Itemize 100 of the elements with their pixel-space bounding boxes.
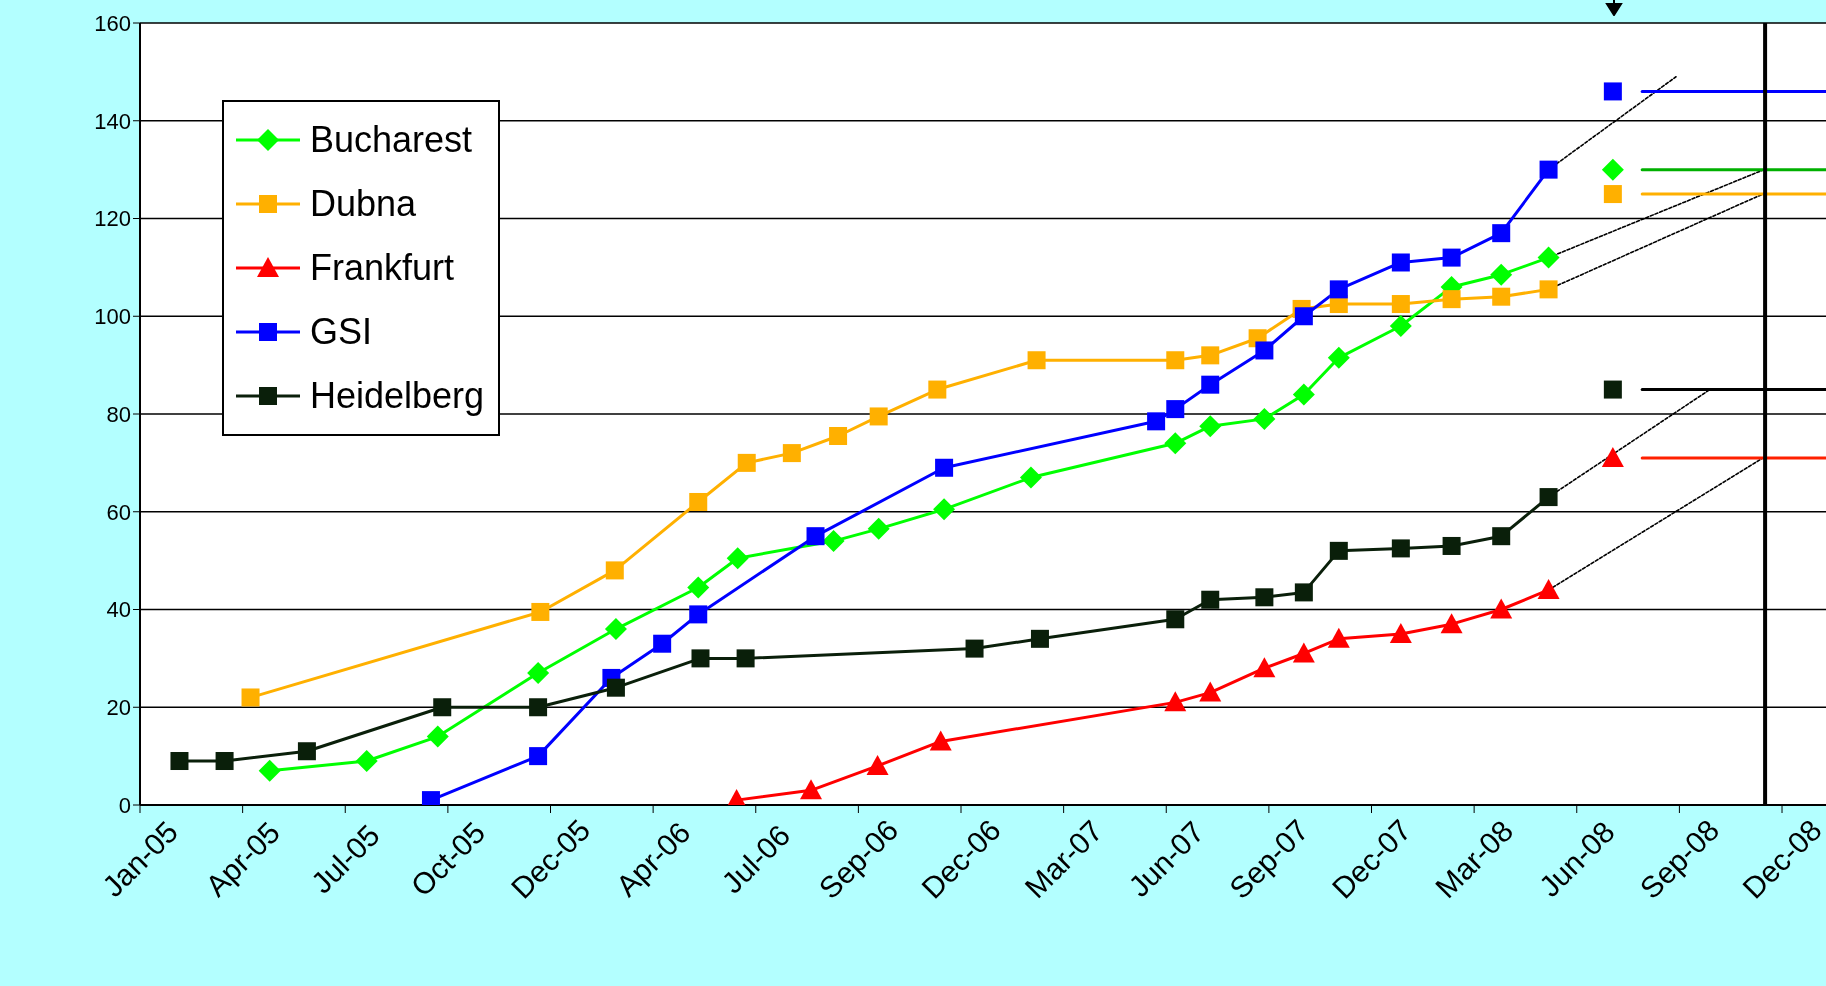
point <box>800 779 823 800</box>
point <box>867 517 890 540</box>
point <box>935 458 954 477</box>
point <box>531 602 550 621</box>
point <box>726 547 749 570</box>
point <box>1327 346 1350 369</box>
point <box>1147 412 1166 431</box>
legend-label: Heidelberg <box>310 375 485 417</box>
point <box>1201 375 1220 394</box>
point <box>1329 280 1348 299</box>
point <box>1292 383 1315 406</box>
y-tick-label: 120 <box>94 206 131 232</box>
point <box>1490 263 1513 286</box>
point <box>1601 158 1624 181</box>
point <box>297 742 316 761</box>
point <box>1442 248 1461 267</box>
point <box>1201 346 1220 365</box>
legend-label: GSI <box>310 311 373 353</box>
point <box>1603 185 1622 204</box>
point <box>689 492 708 511</box>
point <box>1391 539 1410 558</box>
point <box>1329 541 1348 560</box>
point <box>869 407 888 426</box>
point <box>1253 407 1276 430</box>
point <box>829 426 848 445</box>
point <box>1391 295 1410 314</box>
point <box>1537 578 1560 599</box>
y-tick-label: 140 <box>94 108 131 134</box>
point <box>1603 380 1622 399</box>
point <box>689 605 708 624</box>
point <box>1537 246 1560 269</box>
point <box>822 530 845 553</box>
y-tick-label: 20 <box>106 695 131 721</box>
y-tick-label: 0 <box>118 792 131 818</box>
point <box>433 698 452 717</box>
point <box>1255 341 1274 360</box>
point <box>1539 160 1558 179</box>
point <box>1166 610 1185 629</box>
point <box>1019 466 1042 489</box>
point <box>527 662 550 685</box>
point <box>866 754 889 775</box>
point <box>1442 290 1461 309</box>
y-tick-label: 60 <box>106 499 131 525</box>
point <box>737 453 756 472</box>
point <box>691 649 710 668</box>
point <box>605 561 624 580</box>
legend-label: Frankfurt <box>310 247 455 289</box>
point <box>1027 351 1046 370</box>
point <box>782 444 801 463</box>
point <box>1539 280 1558 299</box>
point <box>1492 287 1511 306</box>
point <box>1292 642 1315 663</box>
point <box>1199 681 1222 702</box>
point <box>1294 307 1313 326</box>
point <box>653 634 672 653</box>
point <box>736 649 755 668</box>
point <box>1199 415 1222 438</box>
point <box>1442 536 1461 555</box>
point <box>965 639 984 658</box>
point <box>1601 446 1624 467</box>
point <box>1166 400 1185 419</box>
point <box>1490 598 1513 619</box>
point <box>933 498 956 521</box>
point <box>1164 432 1187 455</box>
point <box>1391 253 1410 272</box>
point <box>1492 224 1511 243</box>
y-tick-label: 80 <box>106 401 131 427</box>
point <box>1389 622 1412 643</box>
point <box>426 725 449 748</box>
point <box>928 380 947 399</box>
point <box>929 730 952 751</box>
point <box>258 759 281 782</box>
point <box>1440 613 1463 634</box>
y-tick-label: 160 <box>94 10 131 36</box>
point <box>1492 527 1511 546</box>
point <box>687 576 710 599</box>
point <box>1253 657 1276 678</box>
point <box>529 698 548 717</box>
y-tick-label: 100 <box>94 304 131 330</box>
point <box>1327 627 1350 648</box>
point <box>1255 588 1274 607</box>
point <box>529 747 548 766</box>
point <box>1201 590 1220 609</box>
point <box>215 752 234 771</box>
point <box>1164 691 1187 712</box>
point <box>355 750 378 773</box>
point <box>1603 82 1622 101</box>
point <box>170 752 189 771</box>
point <box>1030 629 1049 648</box>
legend-label: Dubna <box>310 183 417 225</box>
point <box>806 527 825 546</box>
point <box>1294 583 1313 602</box>
point <box>1539 488 1558 507</box>
point <box>604 618 627 641</box>
legend-label: Bucharest <box>310 119 473 161</box>
y-tick-label: 40 <box>106 597 131 623</box>
point <box>1389 315 1412 338</box>
point <box>606 678 625 697</box>
point <box>241 688 260 707</box>
point <box>1166 351 1185 370</box>
